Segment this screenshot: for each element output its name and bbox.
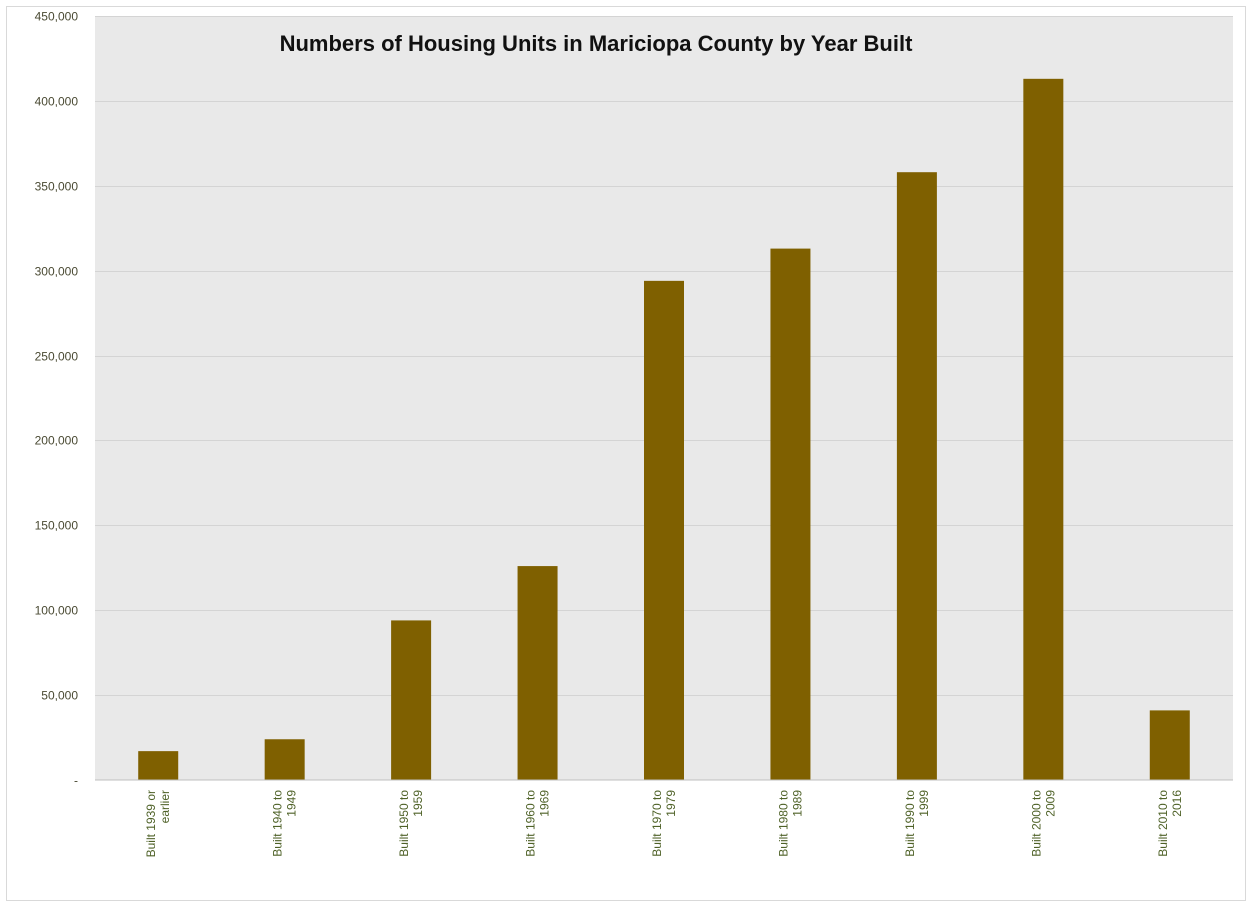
x-tick-label-line: 2009 (1043, 790, 1057, 817)
y-tick-label: 200,000 (35, 434, 79, 448)
bars (138, 78, 1190, 781)
x-tick-label-line: 1959 (411, 790, 425, 817)
x-tick-label-line: Built 1940 to (271, 790, 285, 857)
x-tick-label-line: 1949 (285, 790, 299, 817)
y-tick-label: 300,000 (35, 265, 79, 279)
bar (1023, 78, 1064, 781)
y-tick-label: 100,000 (35, 604, 79, 618)
y-tick-label: - (74, 774, 78, 788)
x-tick-label-line: 1989 (790, 790, 804, 817)
bar (517, 566, 558, 780)
x-tick-label-line: Built 1939 or (144, 790, 158, 857)
bar (138, 751, 179, 780)
x-tick-label-line: Built 1970 to (650, 790, 664, 857)
y-tick-label: 50,000 (41, 689, 78, 703)
x-tick-label: Built 1970 to 1979 (650, 790, 678, 857)
bar (391, 620, 432, 780)
x-tick-label: Built 2010 to 2016 (1156, 790, 1184, 857)
bar (1149, 710, 1190, 780)
y-tick-label: 350,000 (35, 180, 79, 194)
y-tick-label: 250,000 (35, 350, 79, 364)
bar (770, 248, 811, 780)
x-tick-label-line: earlier (158, 790, 172, 823)
chart-title: Numbers of Housing Units in Mariciopa Co… (280, 31, 913, 56)
x-tick-label-line: Built 1980 to (776, 790, 790, 857)
x-tick-label-line: 1979 (664, 790, 678, 817)
x-tick-label-line: 1969 (538, 790, 552, 817)
bar (264, 739, 305, 780)
x-tick-label-line: Built 1950 to (397, 790, 411, 857)
x-tick-label: Built 1939 or earlier (144, 790, 172, 857)
y-tick-label: 150,000 (35, 519, 79, 533)
x-tick-label-line: Built 1960 to (524, 790, 538, 857)
x-tick-label: Built 1990 to 1999 (903, 790, 931, 857)
x-axis-tick-labels: Built 1939 or earlier Built 1940 to 1949 Bui… (144, 790, 1184, 858)
y-tick-label: 450,000 (35, 10, 79, 24)
bar (896, 172, 937, 780)
y-axis-tick-labels: - 50,000 100,000 150,000 200,000 250,000 300,0… (35, 10, 79, 788)
x-tick-label-line: 1999 (917, 790, 931, 817)
x-tick-label-line: Built 2010 to (1156, 790, 1170, 857)
x-tick-label: Built 1980 to 1989 (776, 790, 804, 857)
x-tick-label: Built 1960 to 1969 (524, 790, 552, 857)
y-tick-label: 400,000 (35, 95, 79, 109)
x-tick-label-line: 2016 (1170, 790, 1184, 817)
bar (644, 280, 684, 780)
x-tick-label-line: Built 2000 to (1029, 790, 1043, 857)
x-tick-label: Built 1940 to 1949 (271, 790, 299, 857)
x-tick-label: Built 1950 to 1959 (397, 790, 425, 857)
x-tick-label: Built 2000 to 2009 (1029, 790, 1057, 857)
x-tick-label-line: Built 1990 to (903, 790, 917, 857)
